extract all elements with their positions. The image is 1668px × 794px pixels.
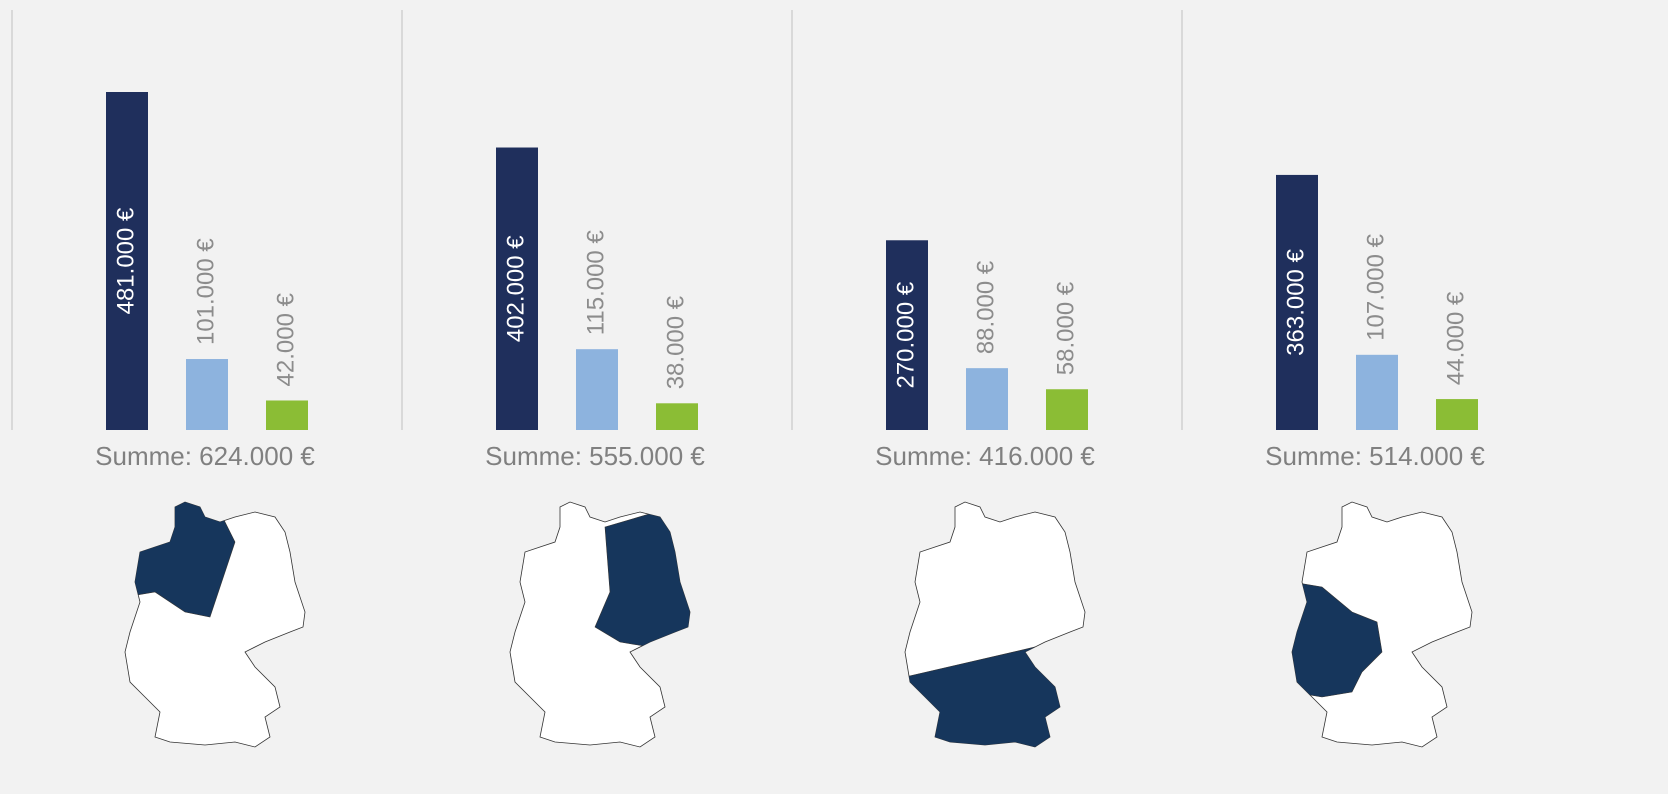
value-label: 107.000 €	[1362, 233, 1389, 340]
bar	[106, 92, 148, 430]
bar	[186, 359, 228, 430]
bar	[266, 400, 308, 430]
value-label: 44.000 €	[1442, 291, 1469, 385]
summary: Summe: 555.000 €	[485, 441, 705, 471]
bar	[886, 240, 928, 430]
value-label: 402.000 €	[502, 235, 529, 342]
value-label: 58.000 €	[1052, 281, 1079, 375]
summary: Summe: 624.000 €	[95, 441, 315, 471]
summary: Summe: 514.000 €	[1265, 441, 1485, 471]
map	[904, 501, 1086, 748]
bar	[966, 368, 1008, 430]
value-label: 88.000 €	[972, 260, 999, 354]
map	[124, 501, 306, 748]
map	[509, 501, 691, 748]
value-label: 101.000 €	[192, 238, 219, 345]
bar	[576, 349, 618, 430]
value-label: 115.000 €	[582, 230, 609, 336]
summary: Summe: 416.000 €	[875, 441, 1095, 471]
value-label: 481.000 €	[112, 207, 139, 314]
value-label: 38.000 €	[662, 295, 689, 389]
bar	[1046, 389, 1088, 430]
value-label: 363.000 €	[1282, 248, 1309, 355]
bar	[496, 147, 538, 430]
map	[1291, 501, 1473, 748]
bar	[1276, 174, 1318, 430]
value-label: 270.000 €	[892, 281, 919, 388]
bar	[656, 403, 698, 430]
value-label: 42.000 €	[272, 292, 299, 386]
bar	[1436, 399, 1478, 430]
bar	[1356, 354, 1398, 430]
